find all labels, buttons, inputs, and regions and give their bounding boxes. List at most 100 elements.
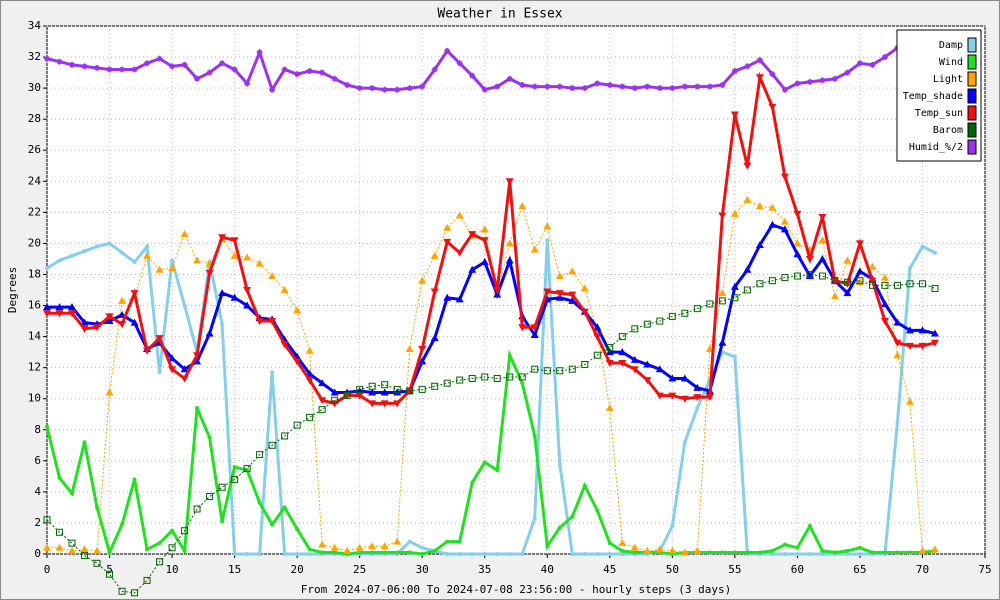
point [795, 552, 800, 556]
point [869, 61, 876, 68]
point [855, 240, 864, 248]
point [807, 524, 812, 529]
point [845, 548, 850, 553]
point [530, 245, 539, 253]
point [481, 373, 489, 381]
point [795, 545, 800, 550]
point [344, 82, 351, 89]
point [555, 272, 564, 280]
legend-swatch [967, 88, 977, 104]
point [557, 461, 562, 466]
point [555, 293, 564, 301]
point [106, 570, 114, 578]
point [655, 392, 664, 400]
point [843, 289, 852, 297]
point [882, 550, 887, 555]
point [556, 83, 563, 90]
point [107, 550, 112, 555]
y-tick-label: 2 [34, 516, 41, 529]
point [770, 552, 775, 556]
point [157, 541, 162, 546]
point [931, 284, 939, 292]
point [455, 249, 464, 257]
point [495, 468, 500, 473]
point [94, 64, 101, 71]
point [295, 552, 300, 556]
point [306, 68, 313, 75]
point [844, 69, 851, 76]
point [755, 202, 764, 210]
point [857, 552, 862, 556]
point [569, 85, 576, 92]
point [81, 63, 88, 70]
x-tick-label: 75 [978, 563, 991, 576]
point [620, 552, 625, 556]
point [281, 432, 289, 440]
point [655, 545, 664, 553]
point [806, 78, 813, 85]
point [230, 251, 239, 259]
point [380, 388, 389, 396]
point [144, 60, 151, 67]
point [494, 83, 501, 90]
point [506, 373, 514, 381]
point [320, 550, 325, 555]
point [568, 291, 577, 299]
point [68, 310, 77, 318]
point [69, 61, 76, 68]
x-tick-label: 45 [603, 563, 616, 576]
point [693, 546, 702, 554]
point [518, 202, 527, 210]
legend-swatch [967, 54, 977, 70]
point [431, 66, 438, 73]
point [232, 552, 237, 556]
point [357, 550, 362, 555]
point [630, 355, 639, 363]
point [581, 85, 588, 92]
point [394, 86, 401, 93]
legend-box [896, 29, 982, 162]
point [669, 85, 676, 92]
point [395, 550, 400, 555]
point [918, 342, 927, 350]
point [681, 83, 688, 90]
point [393, 400, 402, 408]
point [231, 475, 239, 483]
point [381, 86, 388, 93]
point [930, 329, 939, 337]
point [543, 222, 552, 230]
point [82, 440, 87, 445]
point [55, 303, 64, 311]
point [355, 392, 364, 400]
point [356, 385, 364, 393]
point [444, 47, 451, 54]
point [281, 66, 288, 73]
legend-swatch [967, 71, 977, 87]
point [531, 365, 539, 373]
y-tick-label: 26 [28, 143, 41, 156]
point [880, 299, 889, 307]
point [730, 282, 739, 290]
point [605, 348, 614, 356]
point [557, 525, 562, 530]
point [220, 519, 225, 524]
point [305, 346, 314, 354]
point [294, 71, 301, 78]
point [293, 421, 301, 429]
point [368, 388, 377, 396]
point [418, 276, 427, 284]
point [644, 83, 651, 90]
point [793, 272, 801, 280]
point [419, 83, 426, 90]
point [868, 281, 876, 289]
point [707, 550, 712, 555]
point [531, 83, 538, 90]
point [843, 278, 851, 286]
point [169, 63, 176, 70]
point [832, 550, 837, 555]
point [57, 258, 62, 263]
point [793, 239, 802, 247]
point [431, 382, 439, 390]
point [95, 244, 100, 249]
